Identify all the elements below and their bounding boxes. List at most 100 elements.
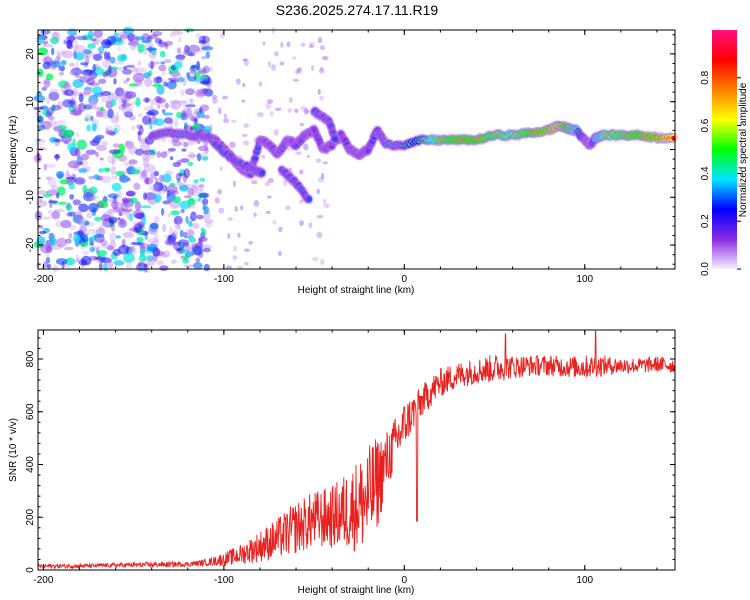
noise-blob (191, 123, 201, 131)
noise-blob (68, 232, 73, 239)
noise-blob (242, 58, 248, 62)
noise-blob (88, 202, 99, 213)
noise-blob (289, 97, 293, 103)
noise-blob (152, 96, 163, 106)
noise-blob (200, 227, 205, 233)
noise-blob (119, 89, 131, 100)
noise-blob (51, 47, 55, 56)
noise-blob (93, 106, 102, 110)
noise-blob (161, 67, 166, 76)
noise-blob (138, 254, 147, 262)
noise-blob (60, 59, 67, 66)
noise-blob (102, 72, 108, 77)
noise-blob (319, 95, 324, 101)
noise-blob (113, 207, 125, 212)
y-tick-label: 20 (25, 48, 36, 60)
noise-blob (165, 43, 169, 50)
noise-blob (108, 92, 118, 102)
noise-blob (177, 47, 181, 54)
noise-blob (308, 44, 314, 49)
noise-blob (299, 169, 304, 175)
noise-blob (107, 108, 114, 119)
noise-blob (237, 232, 241, 238)
noise-blob (150, 172, 157, 180)
noise-blob (90, 38, 97, 42)
noise-blob (278, 226, 283, 233)
noise-blob (299, 199, 303, 204)
noise-blob (219, 166, 223, 172)
noise-blob (183, 168, 191, 179)
noise-blob (117, 189, 123, 200)
noise-blob (233, 245, 237, 252)
spectrogram-ridge (147, 105, 678, 205)
noise-blob (188, 237, 197, 243)
noise-blob (143, 72, 151, 79)
noise-blob (60, 84, 65, 93)
noise-blob (152, 83, 163, 88)
noise-blob (124, 140, 134, 149)
noise-blob (187, 154, 199, 158)
noise-blob (149, 222, 159, 230)
noise-blob (110, 99, 117, 107)
noise-blob (37, 36, 44, 44)
noise-blob (149, 184, 160, 192)
noise-blob (36, 236, 46, 245)
noise-blob (121, 238, 126, 249)
noise-blob (97, 46, 105, 53)
noise-blob (198, 67, 206, 76)
noise-blob (156, 260, 164, 266)
noise-blob (201, 55, 207, 60)
noise-blob (122, 68, 132, 75)
noise-blob (66, 169, 70, 177)
noise-blob (162, 112, 174, 116)
noise-blob (99, 157, 104, 161)
noise-blob (158, 64, 167, 72)
noise-blob (145, 111, 155, 116)
noise-blob (117, 54, 127, 62)
noise-blob (150, 60, 154, 70)
noise-blob (187, 76, 197, 82)
noise-blob (162, 250, 171, 258)
noise-blob (164, 59, 172, 63)
noise-blob (81, 255, 92, 266)
noise-blob (98, 224, 105, 235)
noise-blob (214, 197, 220, 204)
noise-blob (61, 50, 74, 59)
noise-blob (142, 162, 150, 168)
noise-blob (109, 208, 115, 213)
noise-blob (280, 41, 284, 48)
noise-blob (135, 97, 141, 107)
noise-blob (78, 203, 89, 213)
noise-blob (149, 200, 155, 205)
noise-blob (156, 97, 166, 104)
spectrogram-noise-blobs (33, 26, 330, 273)
noise-blob (48, 209, 53, 215)
noise-blob (113, 78, 117, 85)
noise-blob (59, 179, 70, 185)
noise-blob (129, 34, 139, 45)
noise-blob (118, 143, 125, 154)
noise-blob (134, 201, 142, 211)
noise-blob (137, 43, 145, 53)
noise-blob (134, 223, 143, 233)
noise-blob (170, 79, 180, 83)
noise-blob (199, 80, 211, 85)
noise-blob (78, 93, 84, 103)
snr-y-ticks: 0 200 400 600 800 (25, 337, 675, 573)
noise-blob (117, 217, 121, 221)
noise-blob (170, 100, 181, 111)
noise-blob (159, 50, 166, 58)
noise-blob (63, 246, 74, 251)
noise-blob (203, 65, 210, 74)
noise-blob (180, 89, 185, 97)
noise-blob (188, 220, 193, 228)
noise-blob (70, 67, 82, 76)
noise-blob (160, 151, 168, 158)
noise-blob (262, 41, 266, 46)
y-tick-label: 600 (25, 403, 36, 420)
noise-blob (160, 207, 165, 216)
noise-blob (77, 104, 83, 109)
noise-blob (176, 221, 181, 230)
noise-blob (57, 201, 67, 205)
spectrogram-ylabel: Frequency (Hz) (8, 116, 19, 185)
